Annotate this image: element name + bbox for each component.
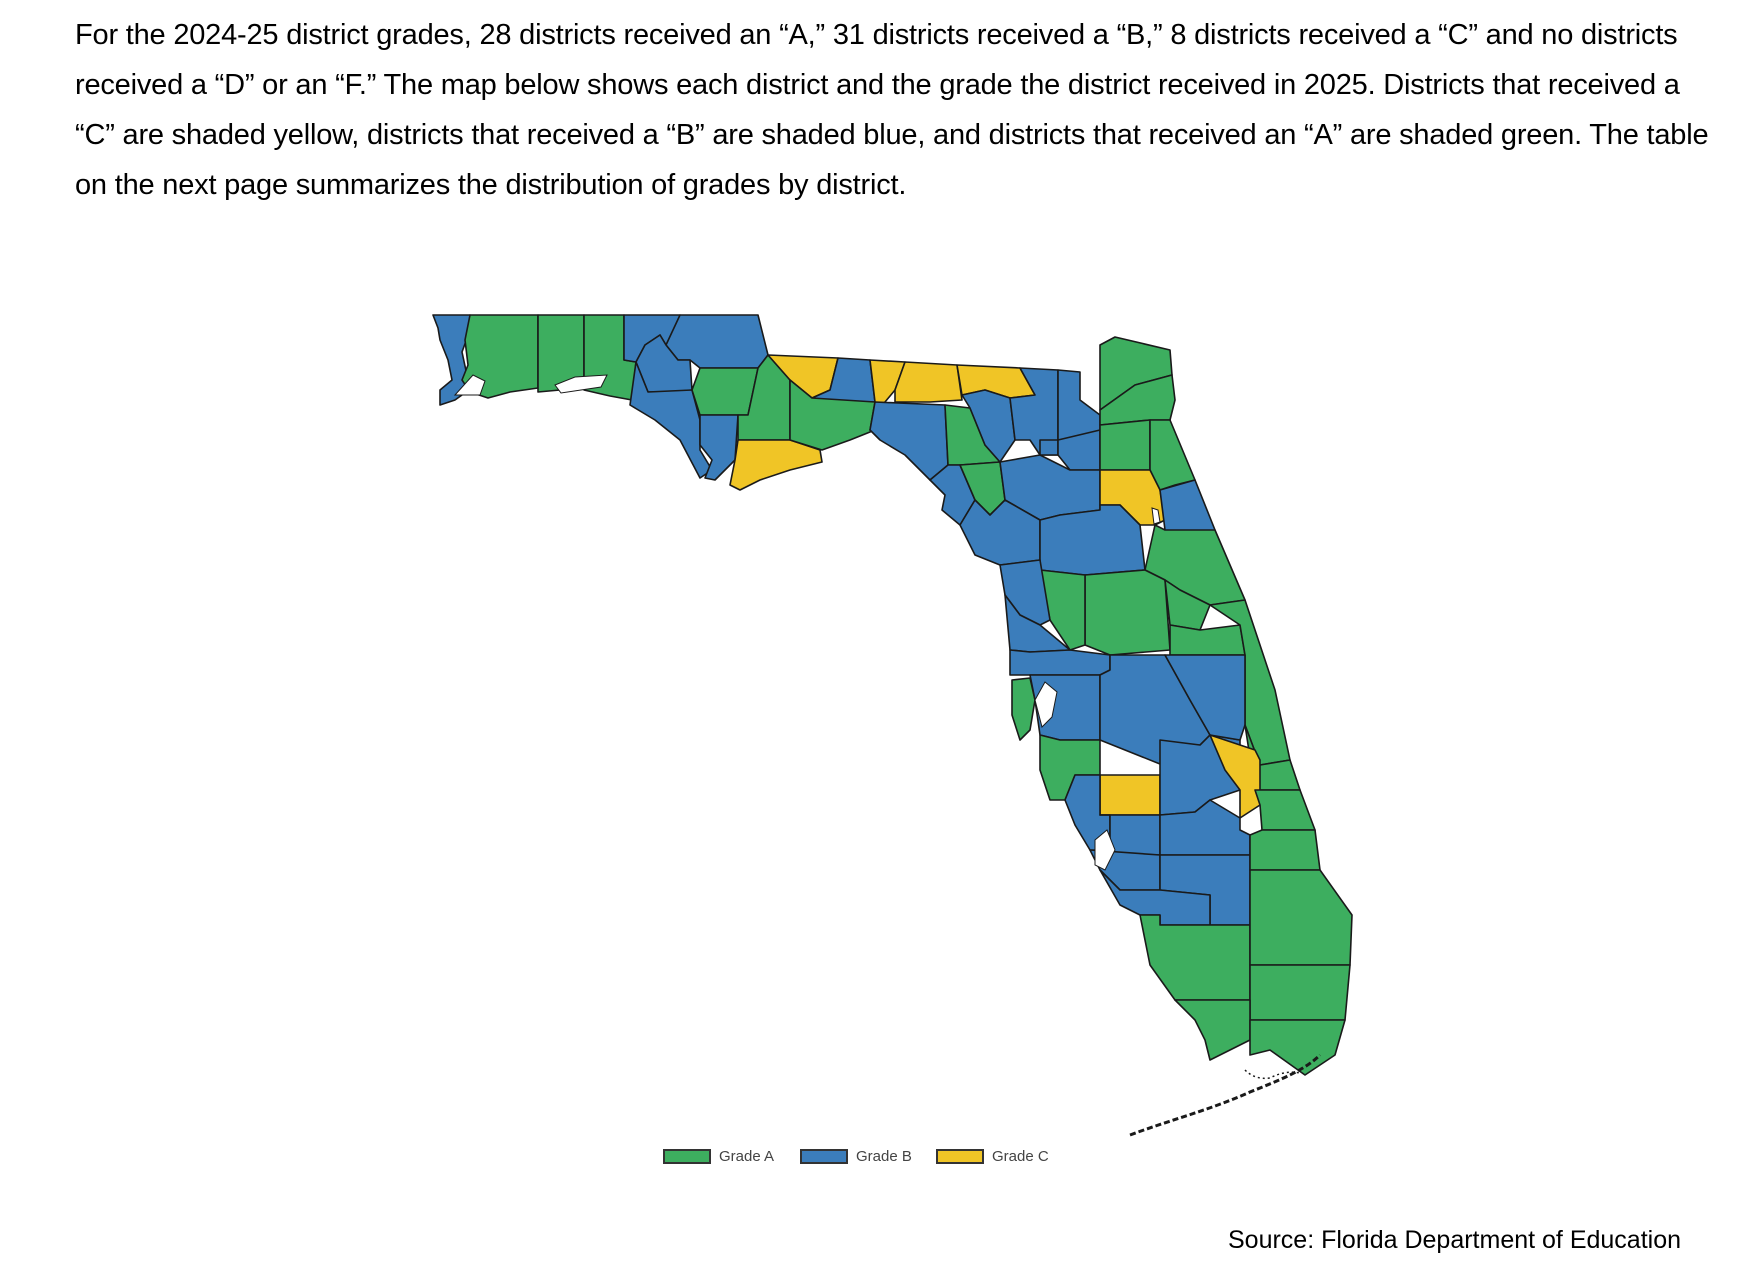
district-pasco — [1009, 649, 1111, 676]
source-note: Source: Florida Department of Education — [1228, 1226, 1682, 1254]
map-legend: Grade A Grade B Grade C — [0, 1148, 1760, 1170]
district-calhoun — [691, 367, 759, 416]
legend-item-grade-b: Grade B — [800, 1148, 912, 1165]
intro-paragraph: For the 2024-25 district grades, 28 dist… — [75, 19, 1709, 201]
district-madison — [894, 361, 963, 403]
district-miami-dade — [1249, 1019, 1346, 1076]
district-union — [1039, 439, 1059, 456]
district-flagler — [1159, 479, 1216, 536]
district-st-johns — [1149, 419, 1196, 491]
district-osceola — [1164, 654, 1246, 741]
district-clay — [1099, 419, 1151, 471]
district-st-lucie — [1254, 789, 1316, 831]
district-monroe-mainland — [1174, 999, 1251, 1061]
district-suwannee — [961, 389, 1016, 463]
legend-label: Grade B — [856, 1148, 912, 1165]
district-collier — [1139, 914, 1251, 1001]
district-hardee — [1099, 774, 1161, 816]
district-broward — [1249, 964, 1351, 1021]
district-pinellas — [1011, 677, 1036, 741]
legend-swatch-blue — [800, 1149, 848, 1164]
florida-keys — [1129, 1053, 1322, 1137]
district-palm-beach — [1249, 869, 1353, 966]
district-martin — [1249, 829, 1321, 871]
legend-item-grade-a: Grade A — [663, 1148, 774, 1165]
legend-label: Grade C — [992, 1148, 1049, 1165]
district-lake — [1084, 569, 1171, 656]
district-seminole — [1164, 579, 1211, 631]
district-wakulla — [789, 379, 876, 451]
district-taylor — [869, 401, 949, 481]
legend-label: Grade A — [719, 1148, 775, 1165]
district-orange — [1169, 624, 1246, 656]
legend-item-grade-c: Grade C — [936, 1148, 1049, 1165]
district-marion — [1039, 504, 1146, 576]
legend-swatch-green — [663, 1149, 711, 1164]
district-baker — [1057, 369, 1101, 441]
district-franklin — [729, 439, 823, 491]
legend-swatch-yellow — [936, 1149, 984, 1164]
